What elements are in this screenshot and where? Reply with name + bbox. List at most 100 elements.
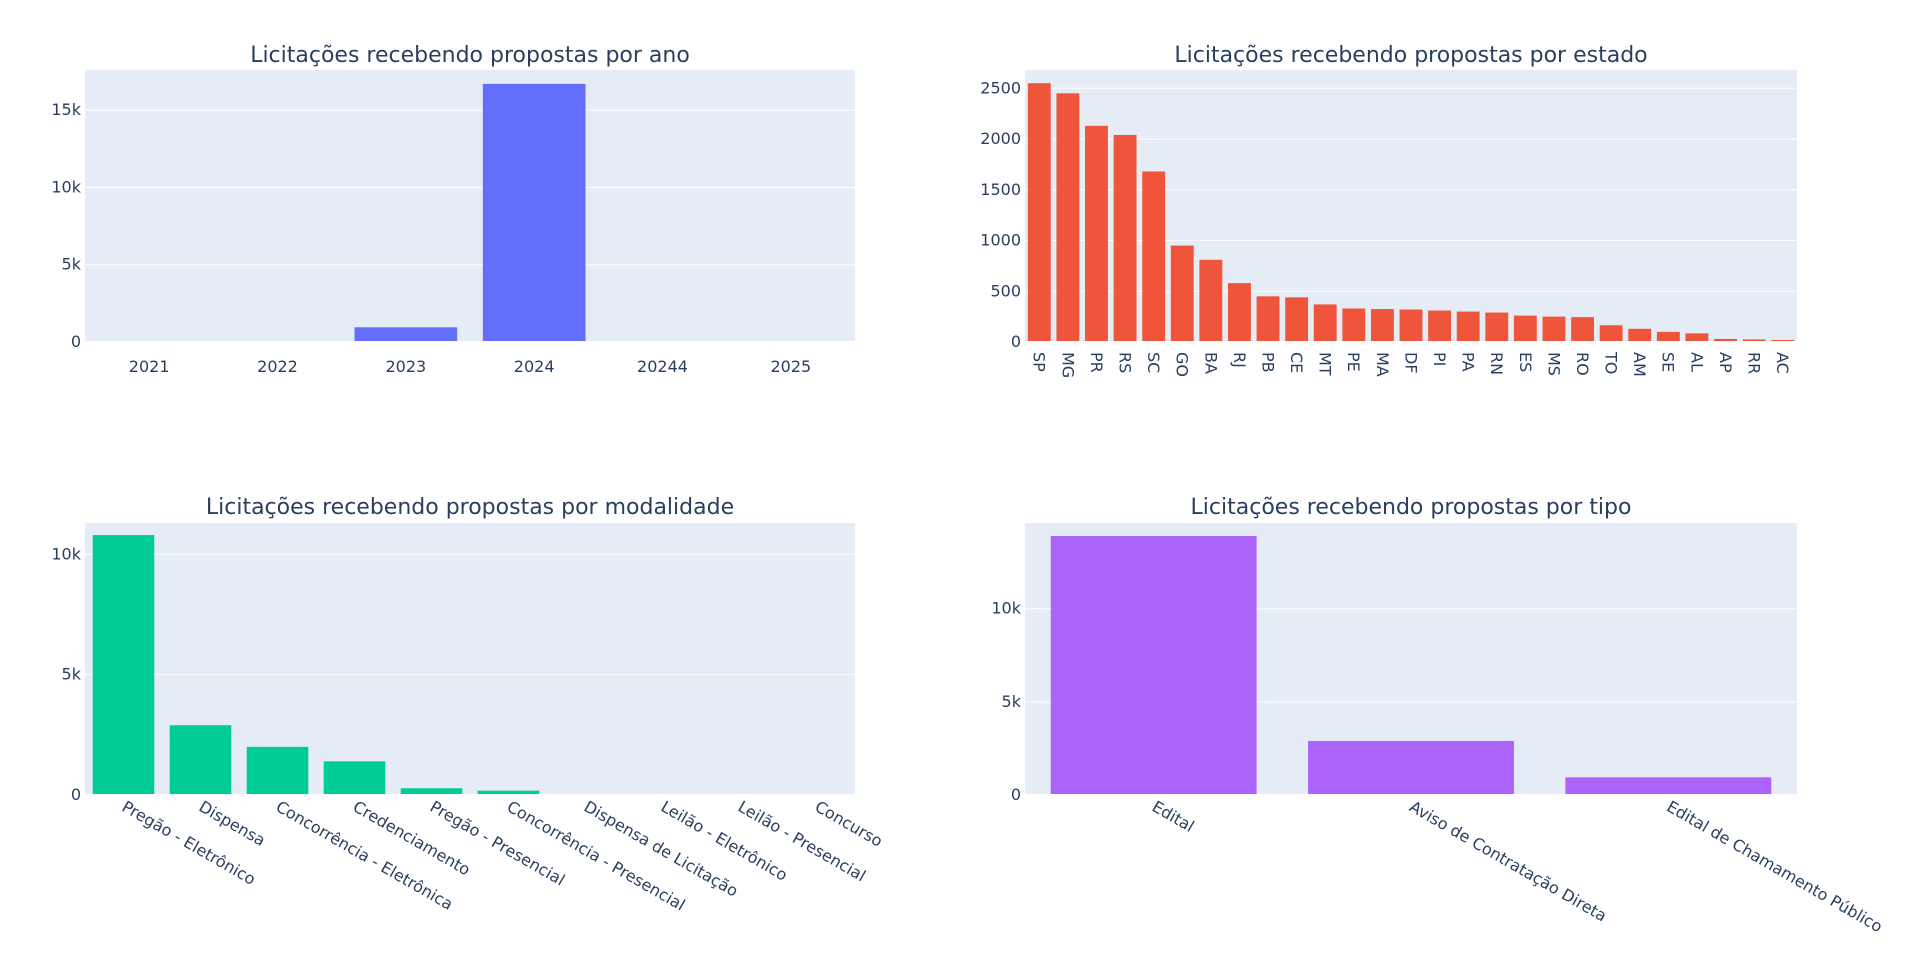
x-tick-label: SP — [1030, 352, 1049, 372]
x-tick-label: BA — [1201, 352, 1220, 374]
bar — [1113, 134, 1137, 342]
bar — [1370, 309, 1394, 342]
bar — [1685, 333, 1709, 342]
bar — [1199, 259, 1223, 342]
bar — [1050, 536, 1257, 795]
chart-title: Licitações recebendo propostas por estad… — [1174, 43, 1647, 68]
x-tick-label: Leilão - Eletrônico — [658, 797, 791, 885]
bar — [1313, 304, 1337, 342]
x-tick-label: AL — [1687, 352, 1706, 372]
bar — [1771, 339, 1795, 342]
bar — [1742, 339, 1766, 342]
plot-background — [85, 70, 855, 342]
x-tick-label: Pregão - Presencial — [427, 797, 568, 890]
bar — [1565, 777, 1772, 795]
x-tick-label: Aviso de Contratação Direta — [1406, 797, 1610, 926]
x-tick-label: CE — [1287, 352, 1306, 373]
x-tick-label: 2021 — [129, 357, 170, 376]
x-tick-label: RS — [1115, 352, 1134, 373]
chart-panel-2: 0 500 1000 1500 2000 2500 SP MG PR RS SC GO BA RJ PB CE… — [980, 43, 1797, 378]
bar — [1142, 171, 1166, 342]
bar — [1599, 325, 1623, 342]
x-tick-label: ES — [1516, 352, 1535, 372]
chart-title: Licitações recebendo propostas por tipo — [1191, 495, 1632, 520]
x-tick-label: AP — [1716, 352, 1735, 373]
bar — [477, 790, 540, 795]
x-tick-label: SE — [1659, 352, 1678, 372]
y-tick-label: 5k — [62, 255, 82, 274]
y-tick-label: 2000 — [980, 129, 1021, 148]
chart-panel-1: 0 5k 10k 15k 2021 2022 2023 2024 20244 2025 Licita… — [51, 43, 855, 376]
x-tick-label: 2025 — [770, 357, 811, 376]
y-tick-label: 10k — [51, 177, 81, 196]
y-tick-label: 1000 — [980, 231, 1021, 250]
x-tick-label: AC — [1773, 352, 1792, 374]
x-tick-label: GO — [1173, 352, 1192, 377]
x-tick-label: SC — [1144, 352, 1163, 373]
chart-panel-4: 0 5k 10k Edital Aviso de Contratação Direta E… — [991, 495, 1886, 936]
x-tick-label: 2022 — [257, 357, 298, 376]
bar — [1456, 311, 1480, 342]
bar — [1628, 328, 1652, 342]
y-tick-label: 2500 — [980, 78, 1021, 97]
bar — [354, 327, 458, 342]
y-tick-label: 500 — [990, 281, 1021, 300]
bar — [1056, 93, 1080, 342]
x-tick-label: Leilão - Presencial — [735, 797, 869, 886]
bar — [1170, 245, 1194, 342]
bar — [1714, 338, 1737, 342]
x-tick-label: RR — [1745, 352, 1764, 374]
chart-title: Licitações recebendo propostas por modal… — [206, 495, 734, 520]
bar — [1256, 296, 1280, 342]
bar — [1342, 308, 1366, 342]
y-tick-label: 0 — [71, 332, 81, 351]
y-tick-label: 0 — [1011, 785, 1021, 804]
bar — [1542, 316, 1566, 342]
bar — [1513, 315, 1537, 342]
bar — [1228, 283, 1251, 342]
x-tick-label: MS — [1544, 352, 1563, 376]
x-tick-label: PE — [1344, 352, 1363, 372]
x-tick-label: MA — [1373, 352, 1392, 377]
x-tick-label: PA — [1459, 352, 1478, 372]
bar — [1399, 309, 1423, 342]
bar — [1428, 310, 1452, 342]
x-tick-label: TO — [1602, 351, 1621, 374]
x-tick-label: PR — [1087, 352, 1106, 373]
y-tick-label: 0 — [1011, 332, 1021, 351]
bar — [482, 83, 586, 342]
bar — [246, 746, 309, 795]
bar — [1656, 331, 1680, 342]
x-tick-label: RJ — [1230, 352, 1249, 368]
x-tick-label: 2024 — [514, 357, 555, 376]
y-tick-label: 0 — [71, 785, 81, 804]
x-tick-label: DF — [1401, 352, 1420, 374]
bar — [1285, 297, 1309, 342]
y-tick-label: 1500 — [980, 180, 1021, 199]
x-tick-label: AM — [1630, 352, 1649, 377]
y-tick-label: 15k — [51, 100, 81, 119]
bar — [92, 535, 155, 795]
bar — [1308, 740, 1514, 795]
bar — [1485, 312, 1509, 342]
x-tick-label: MG — [1058, 352, 1077, 378]
x-tick-label: Edital de Chamamento Público — [1664, 797, 1886, 936]
y-tick-label: 5k — [62, 665, 82, 684]
x-tick-label: Edital — [1149, 797, 1198, 836]
plot-background — [1025, 70, 1797, 342]
bar — [1027, 83, 1051, 342]
chart-title: Licitações recebendo propostas por ano — [250, 43, 690, 68]
y-tick-label: 10k — [991, 599, 1021, 618]
bar — [1085, 125, 1108, 342]
x-tick-label: PB — [1258, 352, 1277, 373]
x-tick-label: Pregão - Eletrônico — [119, 797, 259, 889]
x-tick-label: 2023 — [385, 357, 426, 376]
x-tick-label: MT — [1316, 352, 1335, 376]
bar — [1571, 317, 1594, 342]
y-tick-label: 5k — [1002, 692, 1022, 711]
bar — [400, 788, 463, 795]
bar — [323, 761, 386, 795]
bar — [169, 725, 232, 795]
